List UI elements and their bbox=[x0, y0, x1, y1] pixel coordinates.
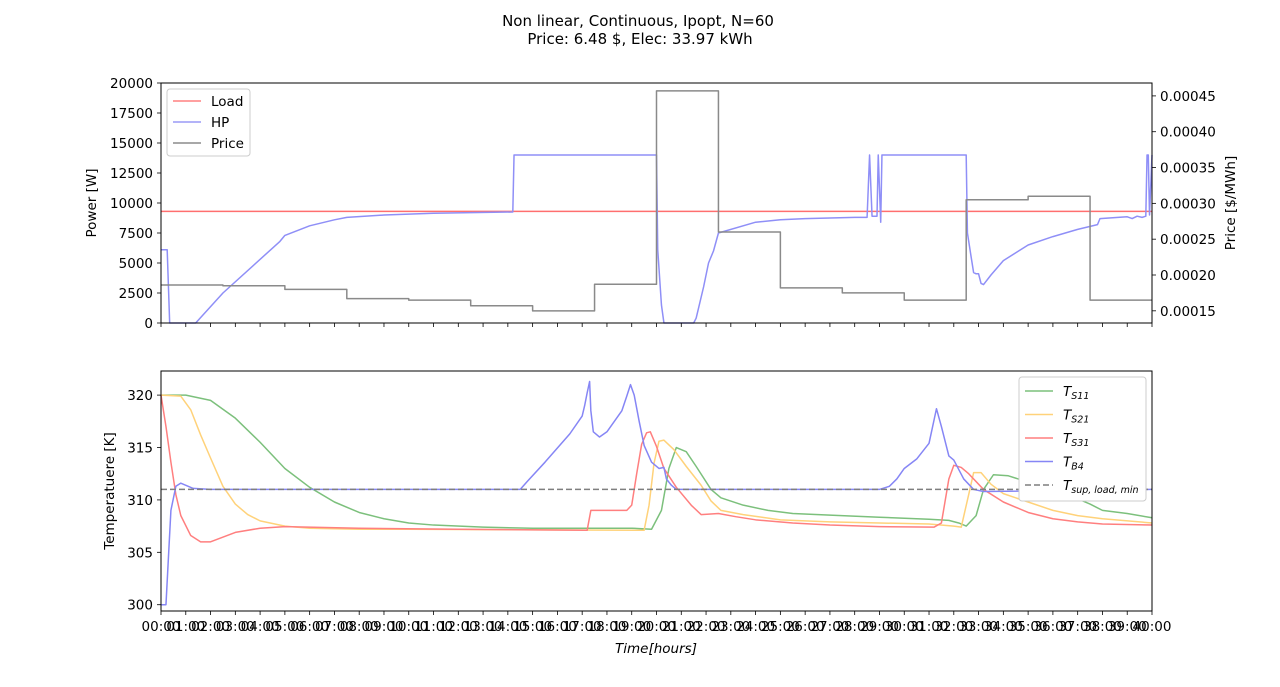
y-tick-label: 0 bbox=[144, 316, 153, 332]
legend: Load HP Price bbox=[166, 88, 251, 157]
x-tick-label: 06:00 bbox=[290, 619, 329, 635]
y-axis-label: Temperatuere [K] bbox=[102, 432, 118, 551]
x-tick-label: 24:00 bbox=[736, 619, 775, 635]
figure-title-line2: Price: 6.48 $, Elec: 33.97 kWh bbox=[527, 30, 752, 48]
y-tick-label: 2500 bbox=[119, 286, 153, 302]
x-tick-label: 28:00 bbox=[835, 619, 874, 635]
y-tick-label: 17500 bbox=[110, 106, 153, 122]
legend-label: Tsup, load, min bbox=[1063, 478, 1139, 496]
y2-tick-label: 0.00040 bbox=[1160, 125, 1216, 141]
x-tick-label: 35:00 bbox=[1009, 619, 1048, 635]
x-tick-label: 13:00 bbox=[464, 619, 503, 635]
y-tick-label: 5000 bbox=[119, 256, 153, 272]
y-axis-label: Power [W] bbox=[84, 169, 100, 238]
x-tick-label: 39:00 bbox=[1108, 619, 1147, 635]
y-tick-label: 10000 bbox=[110, 196, 153, 212]
x-tick-label: 10:00 bbox=[389, 619, 428, 635]
x-tick-label: 11:00 bbox=[414, 619, 453, 635]
legend-label: TB4 bbox=[1063, 455, 1084, 473]
power-price-panel: 0 2500 5000 7500 10000 12500 15000 17500 20000 0.… bbox=[84, 76, 1239, 332]
legend-label: Load bbox=[211, 94, 243, 110]
x-tick-label: 00:00 bbox=[142, 619, 181, 635]
y2-tick-label: 0.00030 bbox=[1160, 196, 1216, 212]
y-tick-label: 305 bbox=[127, 545, 153, 561]
x-tick-label: 12:00 bbox=[439, 619, 478, 635]
series-line-t-s21 bbox=[160, 394, 1153, 532]
x-tick-label: 38:00 bbox=[1083, 619, 1122, 635]
x-tick-label: 29:00 bbox=[860, 619, 899, 635]
x-axis-label: Time[hours] bbox=[615, 641, 697, 657]
legend-label: TS21 bbox=[1063, 408, 1089, 426]
x-tick-label: 07:00 bbox=[315, 619, 354, 635]
y-tick-label: 12500 bbox=[110, 166, 153, 182]
x-tick-label: 23:00 bbox=[711, 619, 750, 635]
y2-tick-label: 0.00035 bbox=[1160, 161, 1216, 177]
y2-axis-label: Price [$/MWh] bbox=[1223, 156, 1239, 250]
x-tick-label: 01:00 bbox=[166, 619, 205, 635]
legend: TS11 TS21 TS31 TB4 Tsup, load, min bbox=[1018, 376, 1147, 502]
y-tick-label: 15000 bbox=[110, 136, 153, 152]
x-tick-label: 21:00 bbox=[662, 619, 701, 635]
x-tick-label: 02:00 bbox=[191, 619, 230, 635]
figure-title-line1: Non linear, Continuous, Ipopt, N=60 bbox=[502, 12, 774, 30]
y-tick-label: 7500 bbox=[119, 226, 153, 242]
x-tick-label: 34:00 bbox=[984, 619, 1023, 635]
x-tick-label: 16:00 bbox=[538, 619, 577, 635]
series-line-price bbox=[161, 90, 1152, 312]
y-tick-label: 310 bbox=[127, 493, 153, 509]
y2-tick-label: 0.00015 bbox=[1160, 304, 1216, 320]
legend-label: HP bbox=[211, 115, 229, 131]
y-tick-label: 300 bbox=[127, 598, 153, 614]
x-tick-label: 19:00 bbox=[612, 619, 651, 635]
y2-tick-label: 0.00025 bbox=[1160, 232, 1216, 248]
legend-label: TS31 bbox=[1063, 431, 1089, 449]
x-tick-label: 31:00 bbox=[910, 619, 949, 635]
x-tick-label: 33:00 bbox=[959, 619, 998, 635]
y-tick-label: 320 bbox=[127, 388, 153, 404]
legend-frame bbox=[166, 88, 251, 157]
x-tick-label: 27:00 bbox=[810, 619, 849, 635]
legend-label: Price bbox=[211, 136, 244, 152]
x-tick-label: 17:00 bbox=[563, 619, 602, 635]
legend-frame bbox=[1018, 376, 1147, 502]
y2-tick-label: 0.00045 bbox=[1160, 89, 1216, 105]
y-tick-label: 315 bbox=[127, 441, 153, 457]
legend-label: TS11 bbox=[1063, 384, 1089, 402]
x-tick-label: 05:00 bbox=[265, 619, 304, 635]
x-tick-label: 26:00 bbox=[786, 619, 825, 635]
x-tick-label: 20:00 bbox=[637, 619, 676, 635]
x-tick-label: 30:00 bbox=[885, 619, 924, 635]
x-tick-label: 36:00 bbox=[1033, 619, 1072, 635]
x-tick-label: 25:00 bbox=[761, 619, 800, 635]
x-tick-label: 15:00 bbox=[513, 619, 552, 635]
x-tick-label: 08:00 bbox=[340, 619, 379, 635]
x-tick-label: 09:00 bbox=[365, 619, 404, 635]
y2-tick-label: 0.00020 bbox=[1160, 268, 1216, 284]
x-tick-label: 18:00 bbox=[587, 619, 626, 635]
temperature-panel: 300 305 310 315 320 00:0001:0002:0003:0004:00… bbox=[102, 370, 1172, 657]
x-tick-label: 32:00 bbox=[934, 619, 973, 635]
series-line-hp bbox=[161, 154, 1153, 324]
x-tick-label: 22:00 bbox=[687, 619, 726, 635]
x-tick-label: 04:00 bbox=[241, 619, 280, 635]
x-tick-label: 40:00 bbox=[1133, 619, 1172, 635]
y-tick-label: 20000 bbox=[110, 76, 153, 92]
x-tick-label: 03:00 bbox=[216, 619, 255, 635]
x-tick-label: 37:00 bbox=[1058, 619, 1097, 635]
x-tick-label: 14:00 bbox=[488, 619, 527, 635]
